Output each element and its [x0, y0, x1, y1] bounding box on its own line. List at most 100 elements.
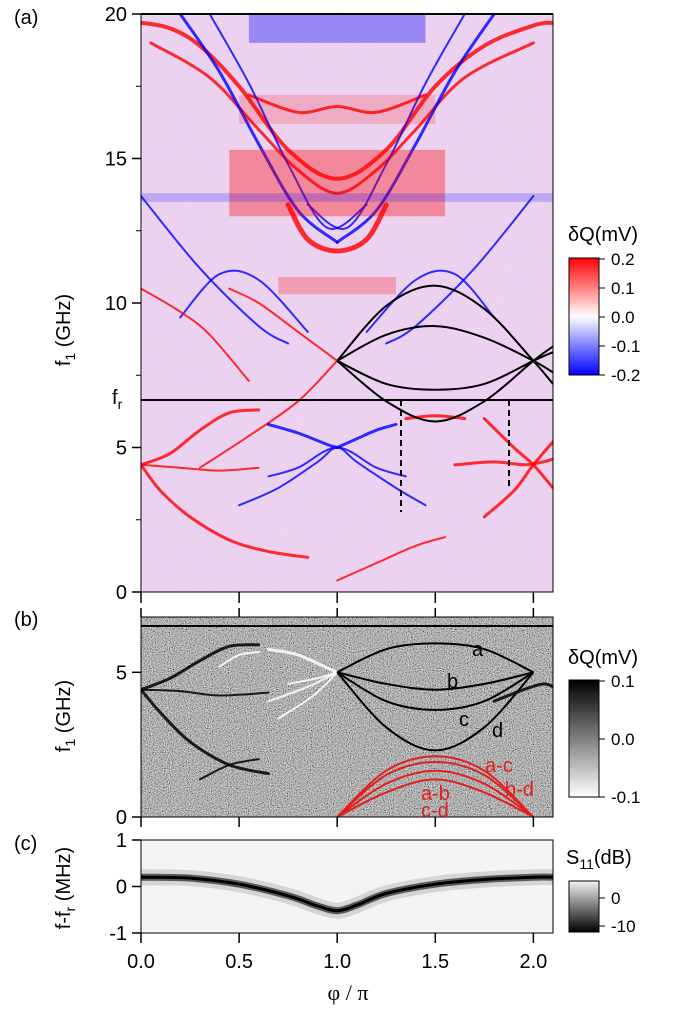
panel-c-tag: (c): [14, 833, 37, 855]
feature-line-11: [365, 269, 496, 333]
resonator-frequency-label: fr: [112, 387, 123, 412]
feature-line-13: [198, 359, 339, 469]
panel-a-tag: (a): [14, 7, 38, 29]
feature-band-4: [141, 193, 553, 202]
panel-b-colorbar-tick-label-1: 0.0: [611, 730, 635, 749]
feature-line-17: [141, 463, 260, 472]
panel-b-ylabel: f1 (GHz): [53, 680, 78, 752]
feature-line-7: [306, 14, 466, 230]
panel-a-colorbar-ticks: 0.2 0.1 0.0 -0.1 -0.2: [599, 250, 640, 385]
series-curve-c-d: [336, 778, 534, 817]
panel-b-y-tick-label-0: 0: [116, 807, 127, 829]
panel-b-feature-3: [267, 647, 339, 674]
feature-line-19: [335, 422, 398, 449]
panel-c-colorbar-title: S11(dB): [566, 847, 632, 872]
panel-b-feature-2: [141, 688, 270, 697]
panel-b-feature-7: [218, 651, 260, 668]
panel-b: 05 a b c d a-c b-d a-b c-d (b) f1 (GHz) …: [14, 608, 640, 829]
panel-b-feature-8: [492, 682, 553, 703]
panel-b-colorbar-title: δQ(mV): [568, 647, 638, 669]
panel-a-noise: [141, 14, 553, 592]
panel-c-y-ticks: -1 0 1: [109, 830, 141, 945]
panel-b-y-ticks: 05: [116, 662, 141, 829]
feature-band-0: [229, 149, 446, 217]
panel-b-colorbar-tick-label-2: -0.1: [611, 788, 640, 807]
panel-a-y-tick-label-1: 5: [116, 438, 127, 460]
panel-a-y-tick-label-2: 10: [105, 293, 127, 315]
series-curve-a-c: [336, 755, 535, 817]
panel-c-colorbar: [568, 880, 600, 933]
series-curve-d: [336, 671, 535, 752]
panel-a-ylabel: f1 (GHz): [53, 294, 78, 366]
curve-label-c: c: [459, 709, 469, 731]
panel-a-spectral-features: [141, 14, 553, 582]
panel-a-y-tick-label-4: 20: [105, 4, 127, 26]
panel-b-x-ticks: [140, 608, 535, 827]
panel-b-feature-6: [287, 671, 339, 685]
feature-line-16: [141, 463, 310, 559]
panel-c-y-tick-label-0: -1: [109, 923, 127, 945]
series-curve-a-b: [336, 769, 534, 817]
panel-a-theory-curves: [336, 284, 553, 423]
x-tick-label-1: 0.5: [225, 951, 253, 973]
panel-a-colorbar-tick-label-4: -0.2: [611, 366, 640, 385]
diff-label-a-b: a-b: [421, 783, 450, 805]
panel-b-spectral-features: [141, 643, 553, 781]
panel-a-colorbar-tick-label-2: 0.0: [611, 308, 635, 327]
panel-b-colorbar-ticks: 0.1 0.0 -0.1: [599, 672, 640, 807]
x-tick-label-4: 2.0: [519, 951, 547, 973]
panel-c: -101 (c) f-fr (MHz) S11(dB) 0-10: [14, 830, 636, 945]
panel-a-y-ticks: 0 5 10 15 20: [105, 4, 141, 604]
panel-c-colorbar-tick-label-1: -10: [611, 917, 636, 936]
resonance-core: [141, 875, 553, 913]
feature-band-2: [278, 276, 397, 295]
feature-line-25: [482, 417, 553, 490]
panel-b-frame: [140, 616, 554, 818]
feature-line-3: [247, 93, 427, 115]
panel-c-colorbar-ticks: 0-10: [599, 889, 636, 936]
feature-line-15: [141, 408, 261, 467]
curve-label-a: a: [472, 639, 484, 661]
panel-a-colorbar-tick-label-3: -0.1: [611, 337, 640, 356]
panel-a-colorbar-tick-label-0: 0.2: [611, 250, 635, 269]
diff-label-b-d: b-d: [505, 779, 534, 801]
feature-line-24: [482, 440, 553, 519]
x-tick-label-0: 0.0: [127, 951, 155, 973]
panel-c-background: [141, 840, 553, 933]
panel-a-colorbar-title: δQ(mV): [568, 224, 638, 246]
panel-c-x-ticks: [140, 933, 535, 943]
panel-b-feature-5: [277, 671, 339, 720]
diff-label-c-d: c-d: [421, 800, 449, 822]
x-tick-label-3: 1.5: [421, 951, 449, 973]
x-axis-tick-labels: 0.0 0.5 1.0 1.5 2.0: [127, 951, 547, 973]
series-curve-c: [336, 671, 534, 711]
panel-c-y-tick-label-2: 1: [116, 830, 127, 852]
panel-b-colorbar: [568, 679, 600, 798]
feature-line-14: [141, 287, 250, 382]
panel-b-feature-9: [198, 758, 260, 781]
panel-a-x-ticks: [140, 592, 535, 603]
x-tick-label-2: 1.0: [323, 951, 351, 973]
feature-line-1: [149, 41, 535, 195]
feature-line-5: [335, 14, 496, 244]
series-curve-a: [336, 642, 534, 674]
feature-line-23: [453, 457, 553, 467]
series-curve-b: [336, 671, 534, 691]
panel-b-y-tick-label-1: 5: [116, 662, 127, 684]
feature-line-8: [141, 195, 290, 345]
panel-c-y-tick-label-1: 0: [116, 877, 127, 899]
curve-label-d: d: [492, 720, 503, 742]
feature-line-10: [179, 269, 309, 333]
panel-b-feature-0: [141, 643, 261, 692]
panel-a-y-tick-label-0: 0: [116, 582, 127, 604]
feature-line-0: [141, 20, 553, 181]
panel-a-y-tick-label-3: 15: [105, 149, 127, 171]
curve-label-b: b: [447, 671, 458, 693]
theory-curve-1: [336, 325, 553, 374]
feature-line-2: [285, 202, 389, 254]
feature-line-9: [385, 195, 535, 345]
theory-curve-3: [336, 345, 553, 423]
panel-c-ylabel: f-fr (MHz): [53, 847, 78, 929]
